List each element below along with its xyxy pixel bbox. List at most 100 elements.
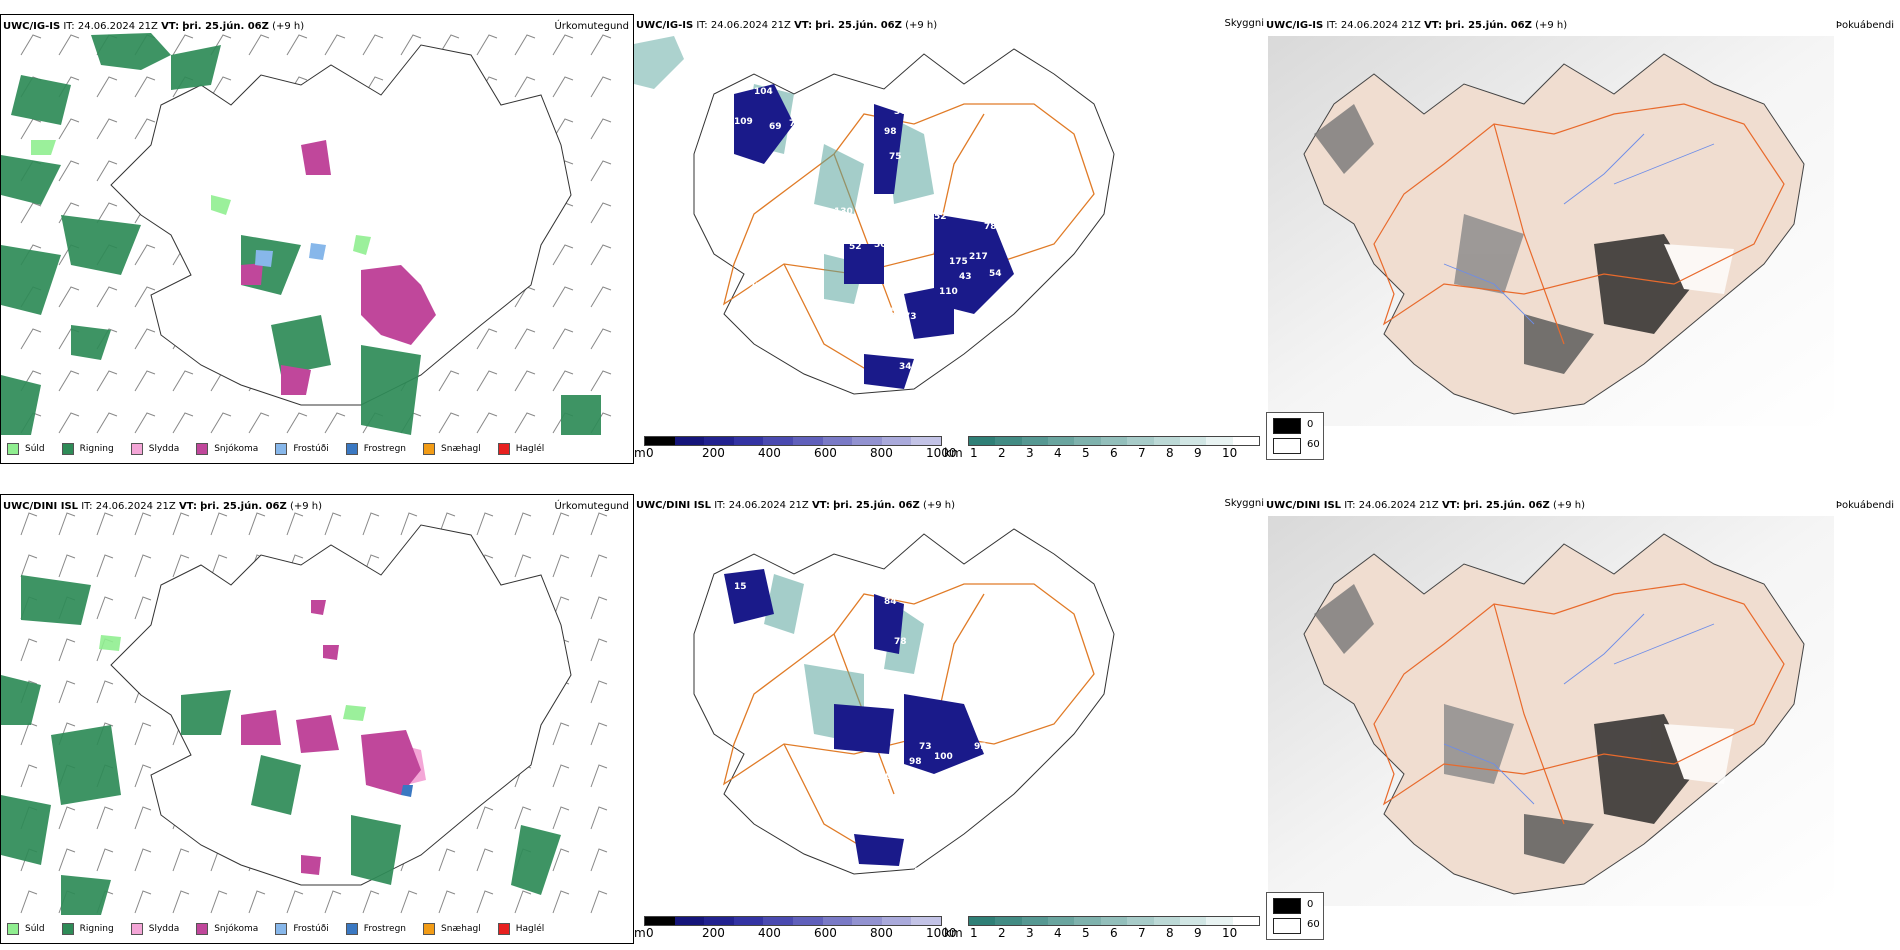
wind-barb — [438, 370, 460, 392]
wind-barb — [590, 638, 608, 662]
iceland-outline — [1303, 533, 1805, 895]
colorbar-segment — [1074, 437, 1101, 445]
iceland-outline — [110, 44, 572, 406]
colorbar-segment — [1179, 917, 1207, 925]
ceiling-label: 84 — [884, 597, 897, 607]
wind-barb — [590, 286, 612, 308]
ceiling-label: 55 — [969, 787, 982, 797]
legend-item: Snæhagl — [423, 923, 481, 935]
wind-barb — [514, 34, 536, 56]
colorbar-tick-label: 10 — [1222, 926, 1238, 940]
ceiling-label: 217 — [969, 252, 988, 262]
ceiling-label: 22 — [784, 637, 797, 647]
colorbar-tick-label: 1 — [970, 926, 978, 940]
wind-barb — [286, 890, 304, 914]
legend-swatch — [130, 443, 143, 455]
iceland-outline — [110, 524, 572, 886]
wind-barb — [134, 806, 152, 830]
panel-header: UWC/DINI ISL IT: 24.06.2024 21Z VT: þri.… — [636, 500, 955, 512]
wind-barb — [20, 202, 42, 224]
legend-swatch — [275, 443, 288, 455]
colorbar-tick-label: 9 — [1194, 446, 1202, 460]
colorbar-segment — [1232, 437, 1259, 445]
rivers — [1443, 133, 1715, 325]
ceiling-label: 231 — [969, 637, 988, 647]
legend-label: Slydda — [148, 924, 180, 934]
colorbar-tick-label: 1000 — [926, 446, 957, 460]
colorbar-segment — [1074, 917, 1101, 925]
colorbar-segment — [1127, 437, 1154, 445]
colorbar-tick-label: 8 — [1166, 446, 1174, 460]
wind-barb — [20, 890, 38, 914]
legend-label: Súld — [25, 444, 45, 454]
panel-title: Skyggni — [1224, 18, 1264, 29]
wind-barb — [552, 328, 574, 350]
it-value: 24.06.2024 21Z — [1358, 500, 1439, 511]
colorbar-segment — [704, 437, 734, 445]
ceiling-label: 104 — [754, 87, 773, 97]
legend-swatch — [61, 923, 74, 935]
legend-item: Súld — [7, 443, 45, 455]
ceiling-label: 64 — [974, 212, 987, 222]
ceiling-label: 68 — [909, 832, 922, 842]
wind-barb — [172, 848, 190, 872]
wind-barb — [324, 890, 342, 914]
fog-key-dark-swatch — [1273, 418, 1301, 434]
it-label: IT: — [63, 21, 75, 32]
ceiling-label: 39 — [914, 867, 927, 877]
ceiling-label: 75 — [889, 152, 902, 162]
ceiling-label: 48 — [989, 797, 1002, 807]
colorbar-segment — [1206, 437, 1233, 445]
colorbar-tick-label: 5 — [1082, 446, 1090, 460]
lead-time: (+9 h) — [1535, 20, 1568, 31]
wind-barb — [438, 412, 460, 434]
lead-time: (+9 h) — [905, 20, 938, 31]
wind-barb — [438, 890, 456, 914]
freezing-areas — [255, 243, 326, 267]
colorbar-segment — [1048, 437, 1075, 445]
colorbar-segment — [1153, 917, 1180, 925]
legend-swatch — [423, 923, 436, 935]
legend-item: Snæhagl — [423, 443, 481, 455]
legend-label: Slydda — [148, 444, 180, 454]
height-colorbar-strip — [644, 916, 942, 926]
ceiling-label: 95 — [974, 742, 987, 752]
vt-label: VT: — [794, 20, 813, 31]
colorbar-segment — [995, 437, 1022, 445]
model-name: UWC/DINI ISL — [636, 500, 712, 511]
colorbar-segment — [645, 437, 675, 445]
ceiling-label: 55 — [889, 327, 902, 337]
colorbar-tick-label: 200 — [702, 446, 725, 460]
wind-barb — [134, 118, 156, 140]
wind-barb — [210, 76, 232, 98]
legend-item: Haglél — [497, 923, 544, 935]
wind-barb — [134, 328, 156, 350]
wind-barb — [514, 554, 532, 578]
wind-barb — [590, 848, 608, 872]
legend-swatch — [196, 443, 209, 455]
colorbar-segment — [881, 917, 912, 925]
wind-barb — [590, 370, 612, 392]
ceiling-label: 110 — [939, 287, 958, 297]
wind-barb — [172, 554, 190, 578]
legend-item: Slydda — [130, 443, 180, 455]
legend-label: Rigning — [79, 444, 114, 454]
colorbar-tick-label: 400 — [758, 446, 781, 460]
wind-barb — [134, 76, 156, 98]
legend-swatch — [61, 443, 74, 455]
wind-barb — [58, 554, 76, 578]
colorbar-tick-label: 400 — [758, 926, 781, 940]
ceiling-label: 34 — [899, 362, 912, 372]
legend-swatch — [196, 923, 209, 935]
legend-item: Frostúði — [275, 443, 329, 455]
ceiling-label: 109 — [904, 232, 923, 242]
legend-item: Rigning — [61, 923, 114, 935]
ceiling-label: 98 — [884, 127, 897, 137]
wind-barb — [96, 806, 114, 830]
wind-barb — [210, 512, 228, 536]
legend-swatch — [130, 923, 143, 935]
ceiling-label: 15 — [734, 582, 747, 592]
